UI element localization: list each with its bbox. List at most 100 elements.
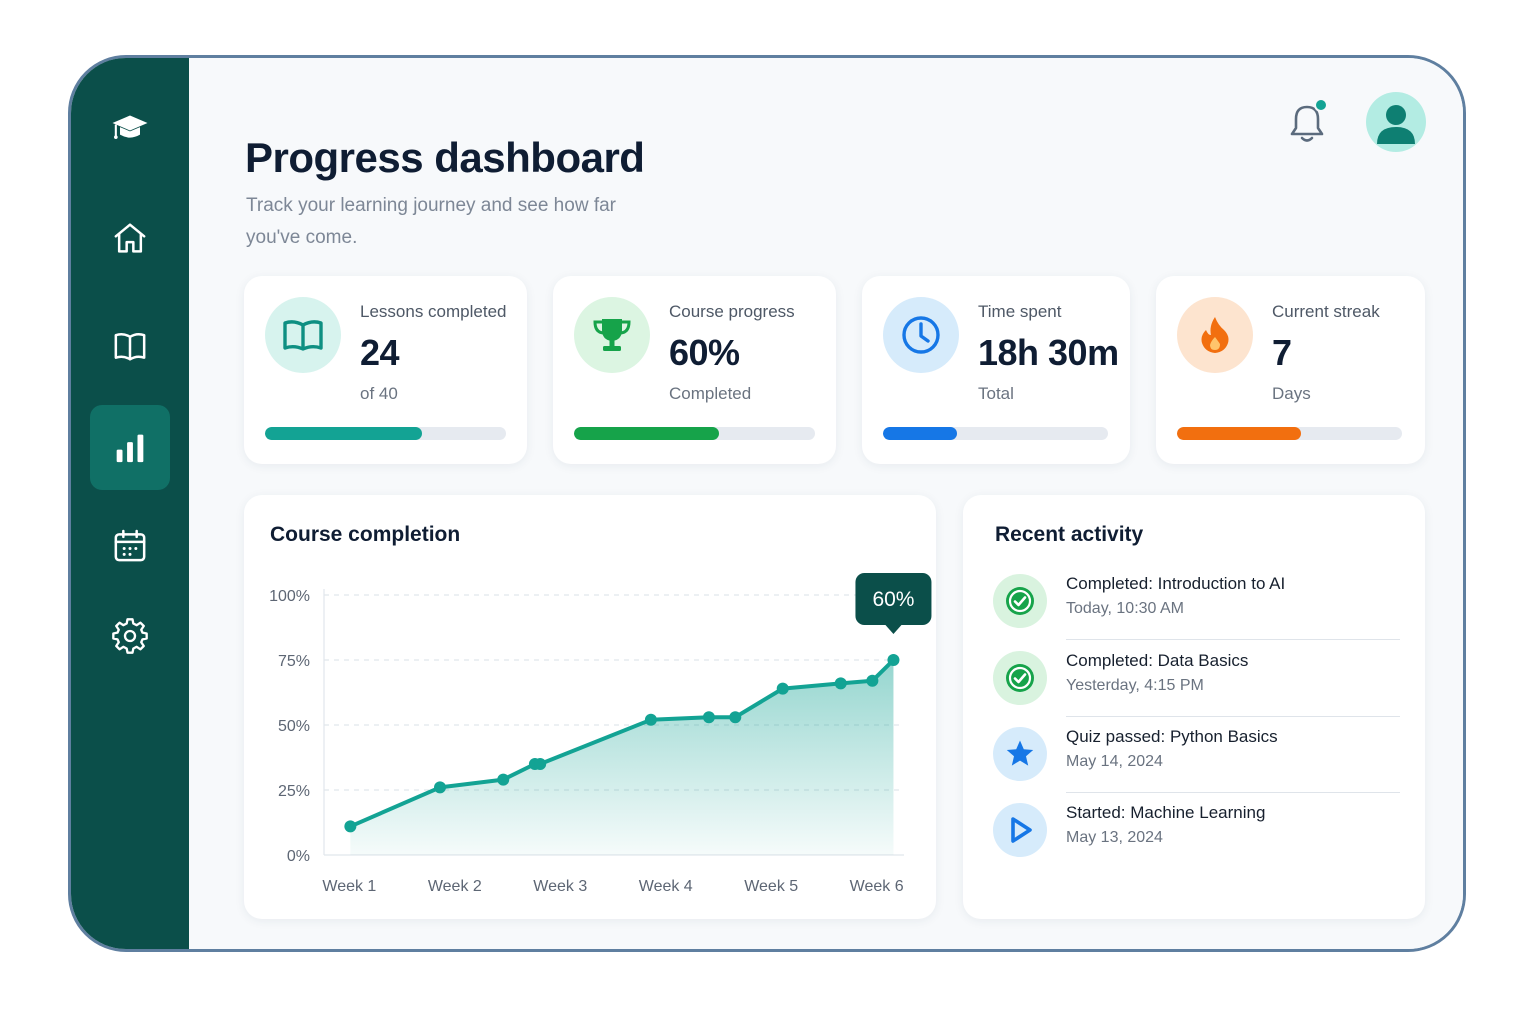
divider [1066,716,1400,717]
stat-value: 7 [1272,332,1292,373]
activity-time: May 14, 2024 [1066,753,1163,770]
stat-value: 24 [360,332,400,373]
book-open-icon [283,320,323,351]
divider [1066,639,1400,640]
list-item[interactable]: Completed: Introduction to AI Today, 10:… [993,564,1403,640]
x-tick-label: Week 1 [322,878,376,895]
data-point [344,820,357,833]
area-fill [350,660,894,855]
stat-label: Current streak [1272,302,1380,321]
notification-dot [1314,98,1328,112]
user-icon [1377,105,1415,144]
stat-label: Course progress [669,302,795,321]
home-icon [114,223,146,253]
stat-label: Lessons completed [360,302,507,321]
x-tick-label: Week 3 [533,878,587,895]
activity-icon-bg [993,574,1047,628]
data-point [434,781,446,794]
star-icon [1006,740,1034,766]
progress-fill [574,427,719,440]
progress-fill [1177,427,1301,440]
page-title: Progress dashboard [245,134,645,181]
tooltip-arrow [885,625,902,634]
data-point [887,654,900,666]
recent-activity-card: Recent activity Completed: Introduction … [963,495,1425,919]
stat-icon-bg [883,297,959,373]
notifications-button[interactable] [1286,101,1328,145]
gear-icon [112,618,148,654]
logo-graduation-cap-icon[interactable] [71,98,189,158]
bell-icon [1290,105,1324,142]
stat-value: 60% [669,332,740,373]
stat-card-course-progress: Course progress 60% Completed [553,276,836,464]
progress-bar [574,427,815,440]
check-circle-icon [1006,587,1034,615]
activity-icon-bg [993,803,1047,857]
data-point [776,682,789,695]
stat-card-lessons: Lessons completed 24 of 40 [244,276,527,464]
sidebar [71,58,189,949]
activity-title: Started: Machine Learning [1066,803,1266,822]
sidebar-item-courses[interactable] [71,316,189,376]
activity-time: May 13, 2024 [1066,829,1163,846]
chart-title: Course completion [270,523,461,546]
x-tick-label: Week 4 [639,878,693,895]
clock-icon [902,316,940,354]
sidebar-item-settings[interactable] [71,606,189,666]
page-subtitle: Track your learning journey and see how … [246,195,616,248]
activity-title: Recent activity [995,523,1144,546]
data-point [644,713,657,726]
stat-icon-bg [574,297,650,373]
sidebar-item-calendar[interactable] [71,516,189,576]
check-circle-icon [1006,664,1034,692]
avatar[interactable] [1366,92,1426,152]
stat-label: Time spent [978,302,1062,321]
data-point [497,773,510,786]
stat-sub: of 40 [360,384,398,403]
trophy-icon [593,319,631,351]
x-tick-label: Week 5 [744,878,798,895]
data-point [702,711,715,724]
activity-time: Today, 10:30 AM [1066,600,1184,617]
tooltip-label: 60% [872,588,914,611]
stat-card-time-spent: Time spent 18h 30m Total [862,276,1130,464]
progress-bar [265,427,506,440]
tooltip-box [855,573,932,625]
book-icon [114,332,146,361]
stat-icon-bg [265,297,341,373]
activity-title: Completed: Introduction to AI [1066,574,1286,593]
y-tick-label: 50% [278,718,310,735]
y-tick-label: 100% [269,588,310,605]
stat-sub: Days [1272,384,1311,403]
activity-icon-bg [993,727,1047,781]
progress-bar [1177,427,1402,440]
data-point [534,758,547,770]
main-content: Progress dashboard Track your learning j… [189,58,1463,949]
calendar-icon [114,529,146,562]
list-item[interactable]: Quiz passed: Python Basics May 14, 2024 [993,717,1403,793]
progress-bar [883,427,1108,440]
stat-sub: Completed [669,384,752,403]
activity-icon-bg [993,651,1047,705]
y-tick-label: 75% [278,653,310,670]
divider [1066,792,1400,793]
activity-time: Yesterday, 4:15 PM [1066,677,1204,694]
y-tick-label: 25% [278,783,310,800]
activity-title: Completed: Data Basics [1066,651,1249,670]
list-item[interactable]: Completed: Data Basics Yesterday, 4:15 P… [993,641,1403,717]
sidebar-item-home[interactable] [71,208,189,268]
flame-icon [1201,317,1229,353]
stat-sub: Total [978,384,1014,403]
y-tick-label: 0% [287,848,310,865]
stat-icon-bg [1177,297,1253,373]
bar-chart-icon [116,434,144,463]
list-item[interactable]: Started: Machine Learning May 13, 2024 [993,793,1403,869]
data-point [729,711,742,724]
x-tick-label: Week 2 [428,878,482,895]
data-point [834,677,847,690]
progress-fill [265,427,422,440]
sidebar-item-progress[interactable] [71,418,189,478]
stat-card-streak: Current streak 7 Days [1156,276,1425,464]
app-window: Progress dashboard Track your learning j… [68,55,1466,952]
course-completion-chart: 100% 75% 50% 25% 0% Week 1 Week 2 Week 3 Week 4 W… [269,573,932,895]
